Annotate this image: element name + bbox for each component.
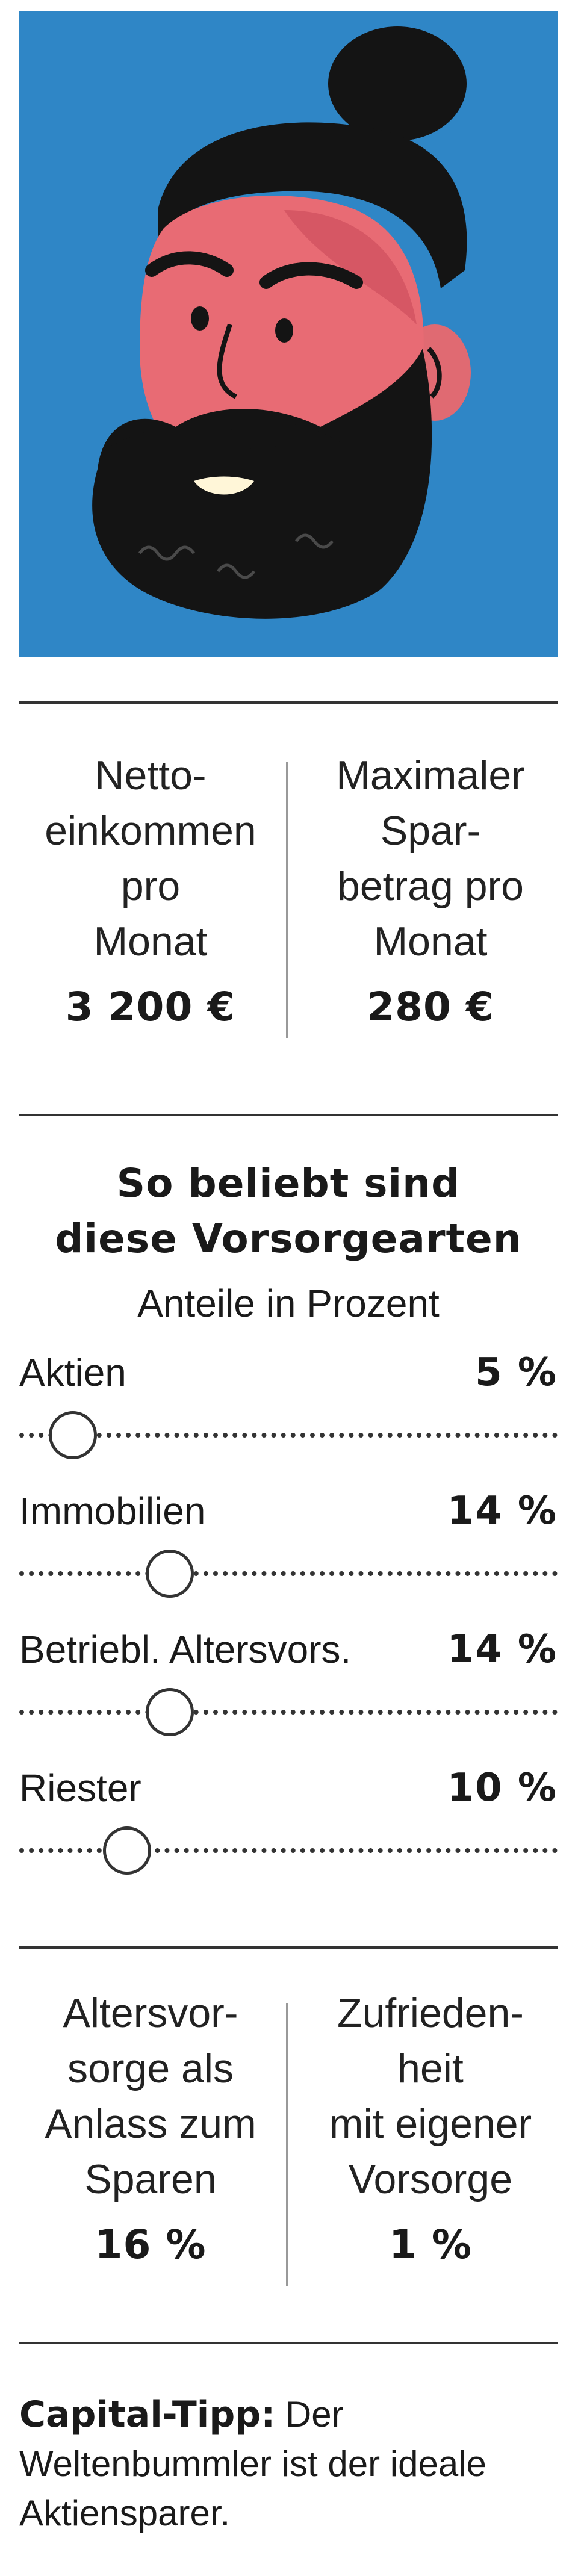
section-title-line2: diese Vorsorgearten <box>55 1215 522 1262</box>
vertical-divider <box>286 762 288 1038</box>
dotted-track <box>19 1571 558 1576</box>
category-label: Immobilien <box>19 1489 206 1533</box>
bearded-man-icon <box>19 11 558 657</box>
divider <box>19 701 558 704</box>
tip-text: Der Weltenbummler ist der ideale Aktiens… <box>19 2394 486 2533</box>
stat-retirement-reason: Altersvor- sorge als Anlass zum Sparen 1… <box>27 1985 274 2268</box>
stat-label: Maximaler Spar- betrag pro Monat <box>336 753 525 964</box>
value-label: 14 % <box>447 1627 558 1672</box>
category-label: Betriebl. Altersvors. <box>19 1628 352 1671</box>
section-subtitle: Anteile in Prozent <box>137 1282 440 1325</box>
category-label: Aktien <box>19 1351 126 1394</box>
divider <box>19 1946 558 1949</box>
value-marker <box>102 1826 151 1875</box>
divider <box>19 1114 558 1116</box>
category-label: Riester <box>19 1766 141 1810</box>
value-marker <box>49 1411 98 1459</box>
stat-satisfaction: Zufrieden- heit mit eigener Vorsorge 1 % <box>307 1985 554 2268</box>
stat-max-savings: Maximaler Spar- betrag pro Monat 280 € <box>307 748 554 1030</box>
stat-label: Zufrieden- heit mit eigener Vorsorge <box>329 1990 532 2202</box>
capital-tip: Capital-Tipp: Der Weltenbummler ist der … <box>19 2390 561 2538</box>
stat-net-income: Netto- einkommen pro Monat 3 200 € <box>27 748 274 1030</box>
value-label: 10 % <box>447 1766 558 1810</box>
portrait-illustration <box>19 11 558 657</box>
value-marker <box>146 1688 194 1736</box>
stat-label: Altersvor- sorge als Anlass zum Sparen <box>45 1990 256 2202</box>
vertical-divider <box>286 2003 288 2286</box>
section-title-line1: So beliebt sind <box>116 1160 461 1206</box>
stat-label: Netto- einkommen pro Monat <box>45 753 256 964</box>
divider <box>19 2342 558 2344</box>
dotted-track <box>19 1848 558 1853</box>
value-marker <box>146 1550 194 1598</box>
stat-value: 3 200 € <box>65 984 236 1030</box>
stat-value: 1 % <box>388 2221 473 2268</box>
tip-label: Capital-Tipp: <box>19 2394 276 2436</box>
value-label: 5 % <box>475 1350 558 1395</box>
stat-value: 16 % <box>95 2221 207 2268</box>
value-label: 14 % <box>447 1489 558 1533</box>
dotted-track <box>19 1433 558 1438</box>
dotted-track <box>19 1710 558 1715</box>
stat-value: 280 € <box>367 984 494 1030</box>
